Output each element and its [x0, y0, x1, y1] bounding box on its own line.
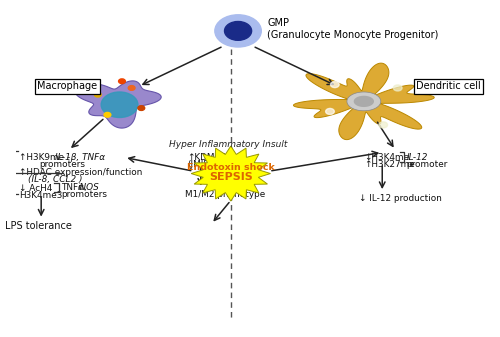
Polygon shape — [191, 146, 270, 201]
Text: GMP
(Granulocyte Monocyte Progenitor): GMP (Granulocyte Monocyte Progenitor) — [267, 19, 438, 40]
Text: IL-12: IL-12 — [406, 153, 428, 162]
Circle shape — [394, 85, 402, 91]
Text: (JMJD3): (JMJD3) — [188, 160, 220, 169]
Circle shape — [379, 122, 388, 128]
Text: Dendritic cell: Dendritic cell — [416, 81, 481, 91]
Text: promoter: promoter — [406, 160, 448, 169]
Text: promoters: promoters — [61, 190, 107, 199]
Text: Endotoxin shock: Endotoxin shock — [187, 163, 274, 172]
Polygon shape — [76, 81, 161, 128]
Circle shape — [138, 106, 144, 111]
Circle shape — [118, 79, 126, 84]
Text: (IL-8, CCL2 ): (IL-8, CCL2 ) — [28, 175, 82, 184]
Text: ↑H3K27me: ↑H3K27me — [364, 160, 414, 170]
Text: Hyper Inflammatory Insult: Hyper Inflammatory Insult — [169, 140, 288, 149]
Circle shape — [330, 82, 339, 88]
Circle shape — [101, 92, 138, 118]
Circle shape — [94, 92, 101, 97]
Text: ↑H3K9me -: ↑H3K9me - — [20, 153, 74, 162]
Text: ↓ AcH4: ↓ AcH4 — [20, 184, 53, 193]
Text: LPS tolerance: LPS tolerance — [6, 220, 72, 231]
Circle shape — [224, 22, 252, 40]
Text: ↑HDAC expression/function: ↑HDAC expression/function — [20, 168, 143, 177]
Polygon shape — [347, 92, 381, 111]
Text: M1/M2 phenotype: M1/M2 phenotype — [185, 190, 265, 199]
Text: IL-1β, TNFα: IL-1β, TNFα — [54, 153, 105, 162]
Polygon shape — [354, 96, 374, 107]
Polygon shape — [294, 63, 434, 140]
Text: ↑KDM6B: ↑KDM6B — [188, 153, 226, 162]
Circle shape — [326, 109, 334, 115]
Circle shape — [215, 15, 262, 47]
Text: SEPSIS: SEPSIS — [209, 172, 252, 182]
Text: promoters: promoters — [39, 160, 85, 169]
Text: ↓H3K4me: ↓H3K4me — [364, 153, 409, 162]
Text: H3K4me3: H3K4me3 — [20, 191, 63, 200]
Text: ↓ IL-12 production: ↓ IL-12 production — [359, 194, 442, 203]
Circle shape — [104, 113, 111, 117]
Text: Macrophage: Macrophage — [38, 81, 98, 91]
Circle shape — [128, 86, 135, 90]
Text: iNOS: iNOS — [78, 183, 99, 192]
Text: TNFα,: TNFα, — [61, 183, 90, 192]
